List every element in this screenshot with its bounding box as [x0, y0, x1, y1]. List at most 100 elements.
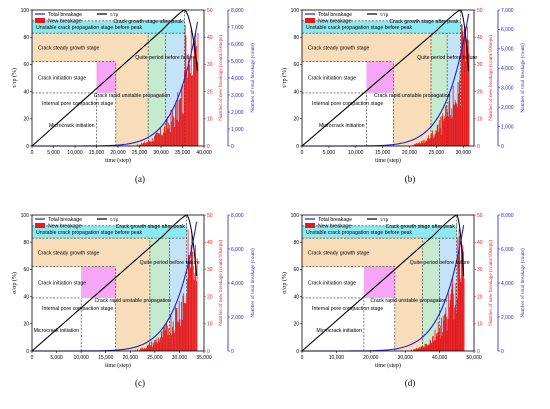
new-breakage-bar [426, 140, 428, 146]
new-breakage-bar [456, 106, 458, 146]
new-breakage-bar [181, 302, 182, 351]
x-tick-label: 10,000 [348, 150, 364, 156]
new-breakage-bar [429, 139, 431, 146]
new-breakage-bar [157, 337, 159, 351]
new-breakage-bar [438, 120, 440, 146]
new-breakage-bar [150, 141, 152, 146]
x-tick-label: 15,000 [98, 355, 114, 361]
new-breakage-bar [154, 339, 156, 351]
new-breakage-bar [462, 244, 464, 351]
new-breakage-bar [137, 349, 138, 351]
new-breakage-bar [440, 317, 442, 351]
new-breakage-bar [416, 143, 417, 146]
y-right2-tick-label: 4,000 [231, 76, 244, 82]
new-breakage-bar [195, 30, 197, 146]
new-breakage-bar [193, 39, 195, 147]
new-breakage-bar [444, 313, 446, 351]
stage-unstable-region [302, 20, 461, 34]
new-breakage-bar [196, 258, 198, 351]
y-right2-tick-label: 0 [231, 349, 234, 355]
new-breakage-bar [140, 144, 142, 146]
stage-steady-region [32, 238, 150, 267]
new-breakage-bar [449, 307, 450, 351]
new-breakage-bar [418, 142, 420, 146]
x-tick-label: 35,000 [196, 355, 212, 361]
chart-panel-b: 0 5,000 10,000 15,000 20,000 25,000 30,000 time… [281, 8, 526, 184]
y-left-tick-label: 60 [23, 62, 29, 68]
new-breakage-bar [192, 251, 193, 351]
y-right1-tick-label: 40 [477, 35, 483, 41]
new-breakage-bar [156, 132, 158, 146]
y-right2-tick-label: 2,000 [231, 110, 244, 116]
new-breakage-bar [441, 335, 443, 351]
new-breakage-bar [434, 329, 436, 351]
new-breakage-bar [141, 347, 143, 351]
new-breakage-bar [420, 346, 422, 351]
y-left-axis-label: τ/τp (%) [281, 68, 288, 88]
new-breakage-bar [419, 143, 421, 146]
new-breakage-bar [427, 138, 429, 146]
y-right2-tick-label: 6,000 [501, 247, 514, 253]
new-breakage-bar [435, 340, 437, 351]
new-breakage-bar [411, 349, 413, 351]
new-breakage-bar [448, 319, 450, 351]
new-breakage-bar [181, 113, 183, 146]
stage-after-label: Crack growth stage after peak [386, 224, 456, 230]
stage-unstable-region [32, 225, 187, 239]
new-breakage-bar [466, 39, 468, 147]
new-breakage-bar [432, 336, 433, 351]
new-breakage-bar [449, 94, 451, 146]
new-breakage-bar [454, 99, 456, 146]
stage-unstable-label: Unstable crack propagation stage before … [36, 230, 143, 236]
new-breakage-bar [157, 132, 159, 146]
new-breakage-bar [427, 346, 428, 351]
new-breakage-bar [168, 122, 170, 146]
new-breakage-bar [170, 109, 172, 146]
new-breakage-bar [438, 331, 440, 351]
new-breakage-bar [180, 325, 182, 351]
stage-pore-label: Internal pore compaction stage [42, 306, 113, 312]
new-breakage-bar [431, 343, 433, 351]
new-breakage-bar [419, 348, 421, 351]
stage-quiet-label: Quite period before failure [417, 55, 477, 61]
new-breakage-bar [163, 326, 165, 351]
x-tick-label: 5,000 [50, 355, 63, 361]
new-breakage-bar [456, 103, 457, 146]
y-left-axis-label: τ/τp (%) [11, 68, 18, 88]
y-right1-axis-label: Number of new breakage (count/10steps) [487, 35, 494, 121]
new-breakage-bar [444, 116, 446, 146]
new-breakage-bar [155, 342, 157, 351]
stage-steady-label: Crack steady growth stage [38, 250, 100, 256]
new-breakage-bar [432, 130, 433, 146]
new-breakage-bar [439, 328, 440, 351]
x-tick-label: 15,000 [375, 150, 391, 156]
y-right2-tick-label: 1,000 [231, 127, 244, 133]
x-tick-label: 30,000 [398, 355, 414, 361]
legend-ratio-label: τ/τp [380, 12, 389, 18]
new-breakage-bar [136, 144, 138, 146]
new-breakage-bar [149, 343, 150, 351]
stage-micro-label: Microcrack initiation [34, 328, 80, 334]
new-breakage-bar [146, 347, 147, 351]
new-breakage-bar [457, 81, 459, 146]
new-breakage-bar [194, 40, 196, 146]
new-breakage-bar [146, 142, 148, 146]
new-breakage-bar [139, 349, 141, 351]
stage-initiation-label: Crack initiation stage [308, 280, 356, 286]
new-breakage-bars [134, 229, 198, 351]
new-breakage-bar [461, 246, 462, 351]
y-right1-tick-label: 40 [207, 35, 213, 41]
new-breakage-bar [410, 349, 412, 351]
new-breakage-bar [164, 330, 166, 351]
stage-initiation-region [366, 61, 394, 93]
new-breakage-bar [142, 143, 143, 146]
new-breakage-bar [446, 330, 448, 351]
new-breakage-bar [420, 141, 422, 146]
new-breakage-bar [178, 99, 180, 146]
y-right1-tick-label: 20 [207, 294, 213, 300]
stage-unstable-region [302, 225, 457, 239]
new-breakage-bar [434, 340, 435, 351]
new-breakage-bar [454, 105, 455, 146]
x-tick-label: 0 [31, 355, 34, 361]
y-right2-axis-label: Number of total breakage (count) [249, 248, 256, 318]
